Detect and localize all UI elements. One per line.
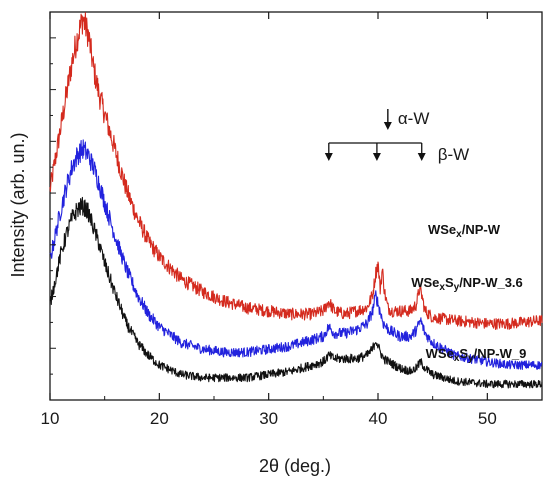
annotation-layer: α-W β-W — [324, 109, 470, 164]
x-axis-title: 2θ (deg.) — [259, 456, 331, 476]
series-label-wsexsy9: WSexSy/NP-W_9 — [426, 346, 527, 364]
x-tick-label: 20 — [150, 409, 169, 428]
series-layer — [49, 12, 543, 389]
y-axis-title: Intensity (arb. un.) — [8, 132, 28, 277]
label-subscript: y — [468, 353, 474, 364]
tick-layer: 10 20 30 40 50 — [41, 12, 497, 428]
label-segment: /NP-W_9 — [474, 346, 527, 361]
label-subscript: x — [456, 229, 462, 240]
plot-frame — [49, 11, 543, 401]
label-subscript: x — [454, 353, 460, 364]
series-line-wsexsy36 — [49, 139, 543, 370]
label-segment: /NP-W_3.6 — [459, 275, 523, 290]
alpha-w-label: α-W — [398, 109, 430, 128]
plot-border — [49, 11, 543, 401]
series-label-wsex: WSex/NP-W — [428, 222, 501, 240]
label-segment: S — [459, 346, 468, 361]
label-segment: /NP-W — [462, 222, 501, 237]
beta-arrow-head — [372, 153, 381, 161]
label-segment: S — [445, 275, 454, 290]
series-label-wsexsy36: WSexSy/NP-W_3.6 — [411, 275, 523, 293]
label-subscript: x — [439, 282, 445, 293]
beta-arrow-head — [324, 153, 333, 161]
label-segment: WSe — [411, 275, 439, 290]
x-tick-label: 30 — [259, 409, 278, 428]
alpha-arrow-head — [383, 122, 392, 130]
series-line-wsex — [49, 12, 543, 330]
series-line-wsexsy9 — [49, 196, 543, 389]
beta-arrow-head — [417, 153, 426, 161]
beta-w-label: β-W — [438, 145, 470, 164]
label-segment: WSe — [428, 222, 456, 237]
label-subscript: y — [454, 282, 460, 293]
label-segment: WSe — [426, 346, 454, 361]
x-tick-label: 10 — [41, 409, 60, 428]
x-tick-label: 50 — [478, 409, 497, 428]
x-tick-label: 40 — [369, 409, 388, 428]
